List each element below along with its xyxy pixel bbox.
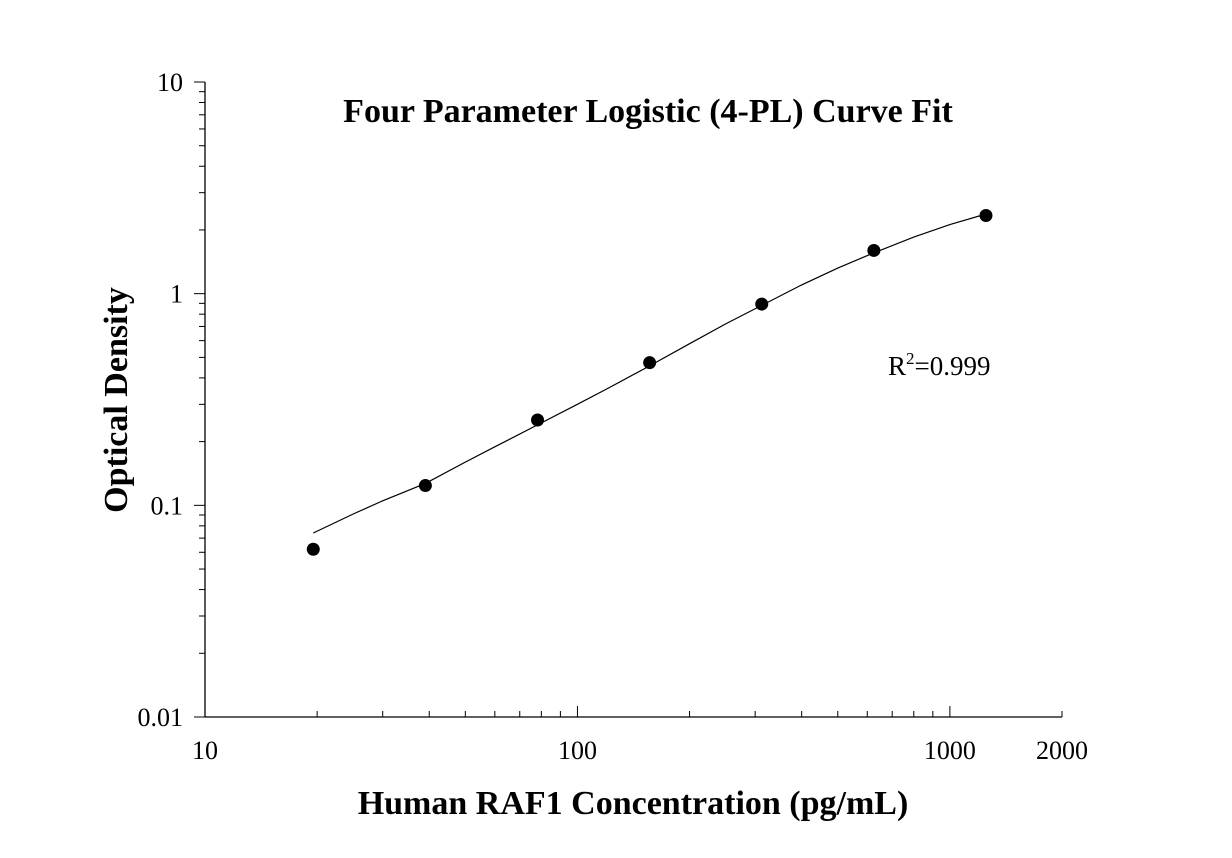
y-tick-label: 0.01: [138, 703, 184, 732]
y-tick-label: 0.1: [151, 491, 184, 520]
y-tick-label: 10: [157, 68, 183, 97]
x-tick-label: 2000: [1036, 736, 1088, 765]
r-squared-value: =0.999: [915, 351, 991, 381]
data-points-layer: [306, 209, 993, 556]
data-point: [643, 356, 657, 370]
data-point: [418, 479, 432, 493]
y-axis-ticks: 0.01 0.1 1 10: [138, 68, 205, 732]
fit-curve: [313, 213, 987, 534]
r-squared-sup: 2: [906, 349, 915, 368]
x-axis-ticks: 10 100 1000 2000: [192, 706, 1088, 765]
axes: [204, 82, 1062, 718]
chart-title: Four Parameter Logistic (4-PL) Curve Fit: [343, 93, 953, 130]
data-point: [979, 209, 993, 223]
y-axis-label: Optical Density: [98, 287, 135, 513]
r-squared-annotation: R2=0.999: [888, 349, 991, 381]
r-squared-base: R: [888, 351, 906, 381]
x-tick-label: 1000: [924, 736, 976, 765]
data-point: [867, 243, 881, 257]
data-point: [306, 542, 320, 556]
fit-curve-layer: [313, 213, 987, 534]
y-tick-label: 1: [170, 280, 183, 309]
data-point: [531, 413, 545, 427]
x-tick-label: 100: [558, 736, 597, 765]
data-point: [755, 297, 769, 311]
x-tick-label: 10: [192, 736, 218, 765]
x-axis-label: Human RAF1 Concentration (pg/mL): [358, 785, 909, 822]
